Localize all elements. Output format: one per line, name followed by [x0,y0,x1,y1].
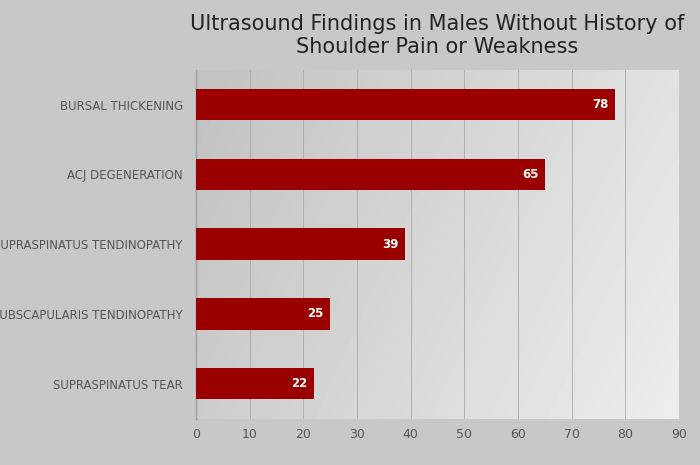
Text: 39: 39 [382,238,399,251]
Text: 25: 25 [307,307,323,320]
Bar [196,159,545,190]
Bar [196,368,314,399]
Text: 65: 65 [522,168,538,181]
Bar [196,228,405,260]
Text: 22: 22 [291,377,307,390]
Bar [196,298,330,330]
Title: Ultrasound Findings in Males Without History of
Shoulder Pain or Weakness: Ultrasound Findings in Males Without His… [190,14,685,57]
Bar [196,89,615,120]
Text: 78: 78 [592,98,608,111]
